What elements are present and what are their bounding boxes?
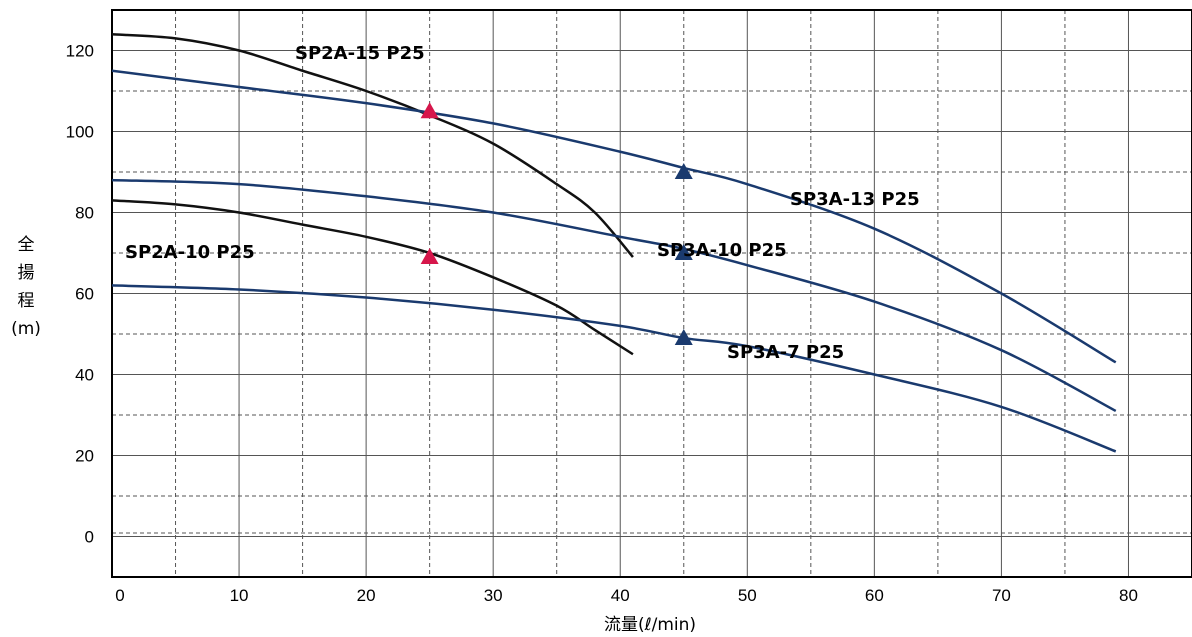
y-axis-title-part: 揚 <box>18 263 35 283</box>
x-tick-label: 10 <box>230 586 249 605</box>
x-tick-label: 50 <box>738 586 757 605</box>
series-label: SP3A-13 P25 <box>790 189 920 210</box>
operating-point-marker <box>420 102 439 119</box>
y-axis-title-part: 全 <box>18 235 35 255</box>
x-tick-label: 80 <box>1119 586 1138 605</box>
series-label: SP3A-7 P25 <box>727 342 844 363</box>
y-axis-title-part: (m) <box>11 319 41 339</box>
series-label: SP2A-15 P25 <box>295 43 425 64</box>
series-curves <box>111 33 1117 453</box>
operating-point-marker <box>420 248 439 265</box>
operating-point-marker <box>674 329 693 346</box>
x-tick-label: 30 <box>484 586 503 605</box>
series-label: SP3A-10 P25 <box>657 240 787 261</box>
series-curve <box>111 199 634 356</box>
operating-point-markers <box>420 102 693 346</box>
x-tick-label: 40 <box>611 586 630 605</box>
series-labels: SP2A-15 P25 SP2A-10 P25 SP3A-13 P25 SP3A-10… <box>125 43 920 363</box>
y-axis-ticks: 0 20 40 60 80 100 120 <box>66 42 94 547</box>
x-tick-label: 60 <box>865 586 884 605</box>
plot-frame <box>111 9 1192 578</box>
y-tick-label: 100 <box>66 123 94 142</box>
operating-point-marker <box>674 244 693 260</box>
y-tick-label: 60 <box>75 285 94 304</box>
y-tick-label: 40 <box>75 366 94 385</box>
y-axis-title: 全揚程 (m) <box>11 235 41 339</box>
y-tick-label: 0 <box>85 528 94 547</box>
y-tick-label: 80 <box>75 204 94 223</box>
y-tick-label: 20 <box>75 447 94 466</box>
y-tick-label: 120 <box>66 42 94 61</box>
x-axis-title: 流量(ℓ/min) <box>604 615 696 635</box>
operating-point-marker <box>674 163 693 179</box>
series-curve <box>111 178 1117 413</box>
series-curve <box>111 69 1117 364</box>
x-tick-label: 70 <box>992 586 1011 605</box>
y-axis-title-part: 程 <box>18 291 35 311</box>
series-curve <box>111 284 1117 453</box>
grid <box>112 10 1192 577</box>
x-tick-label: 0 <box>115 586 124 605</box>
series-label: SP2A-10 P25 <box>125 242 255 263</box>
series-curve <box>111 33 634 258</box>
x-axis-ticks: 0 10 20 30 40 50 60 70 80 <box>115 586 1138 605</box>
x-tick-label: 20 <box>357 586 376 605</box>
